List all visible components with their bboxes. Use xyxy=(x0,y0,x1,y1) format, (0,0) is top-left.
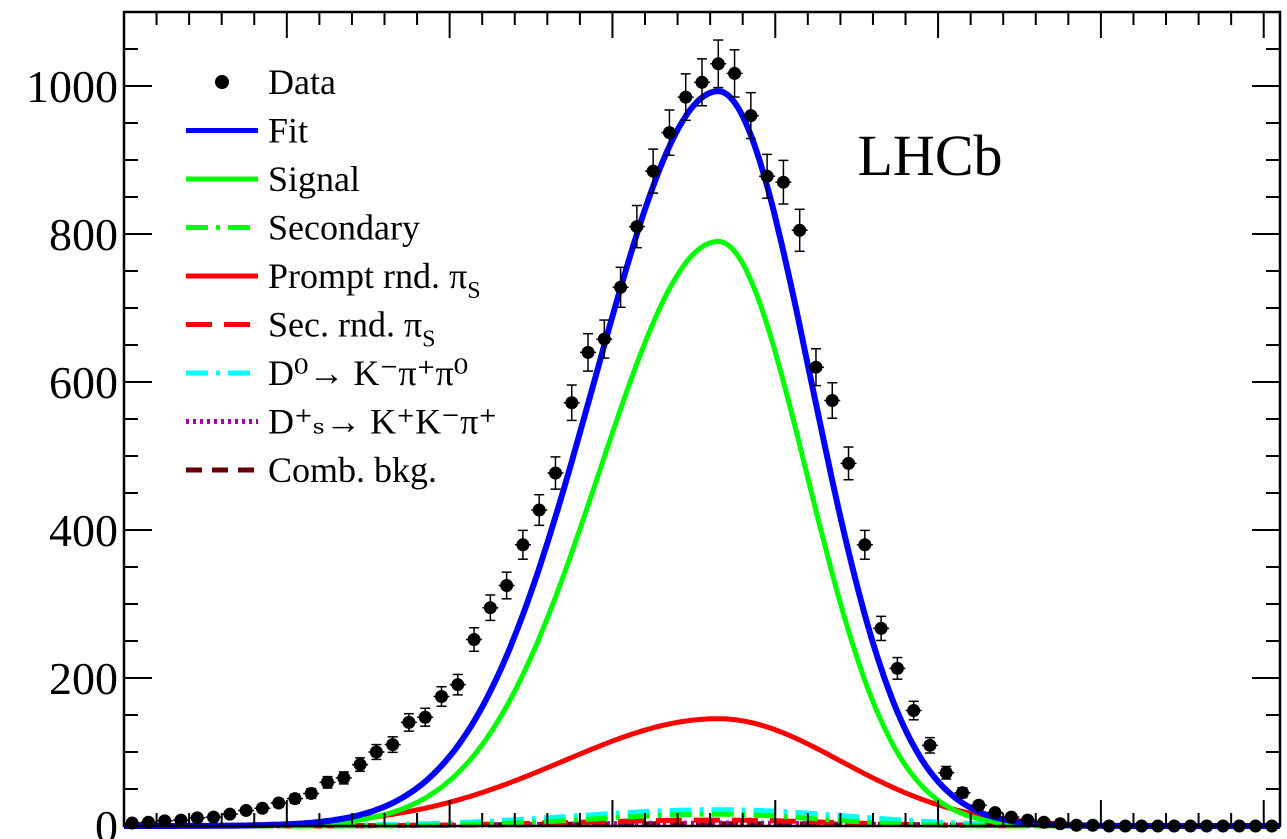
legend-label: Prompt rnd. πS xyxy=(268,256,481,304)
data-point xyxy=(807,348,824,387)
legend-label: Fit xyxy=(268,111,308,151)
data-point xyxy=(824,381,841,420)
data-point xyxy=(514,529,531,560)
legend-entry-fit: Fit xyxy=(186,111,308,151)
data-point xyxy=(1019,813,1036,827)
data-point xyxy=(759,153,776,199)
data-point xyxy=(726,49,743,98)
data-point xyxy=(612,266,629,309)
y-tick-label: 0 xyxy=(95,801,118,839)
data-point xyxy=(335,771,352,785)
y-tick-label: 400 xyxy=(49,505,118,556)
data-point xyxy=(368,743,385,761)
lhcb-annotation: LHCb xyxy=(858,123,1003,188)
legend-label: D⁰→ K⁻π⁺π⁰ xyxy=(268,353,468,393)
data-point xyxy=(531,493,548,527)
data-point xyxy=(970,798,987,812)
data-point xyxy=(172,813,189,827)
data-point xyxy=(1003,810,1020,824)
legend: Data Fit Signal Secondary Prompt rnd. πSSec.… xyxy=(186,62,497,490)
data-point xyxy=(466,627,483,653)
data-point xyxy=(156,814,173,828)
legend-label: Data xyxy=(268,62,336,102)
data-point xyxy=(775,159,792,205)
legend-label: Comb. bkg. xyxy=(268,450,437,490)
data-point xyxy=(840,446,857,481)
legend-label: Secondary xyxy=(268,208,420,248)
y-tick-label: 600 xyxy=(49,357,118,408)
data-point xyxy=(921,736,938,754)
data-point xyxy=(889,656,906,680)
y-tick-labels: 0 200 400 600 800 1000 xyxy=(26,61,118,839)
data-point xyxy=(400,712,417,732)
data-points-layer xyxy=(124,39,1280,833)
data-point xyxy=(563,384,580,422)
data-point xyxy=(954,786,971,800)
legend-label: Sec. rnd. πS xyxy=(268,305,436,353)
data-point xyxy=(905,700,922,721)
data-point xyxy=(645,148,662,194)
legend-label: Signal xyxy=(268,159,360,199)
legend-entry-prompt-rnd: Prompt rnd. πS xyxy=(186,256,481,304)
data-point xyxy=(433,685,450,708)
data-point xyxy=(482,594,499,622)
data-point xyxy=(580,332,597,372)
curve-secondary xyxy=(124,811,1280,829)
legend-entry-ds-kkpi: D⁺ₛ→ K⁺K⁻π⁺ xyxy=(186,402,497,442)
data-point xyxy=(319,775,336,789)
data-point xyxy=(938,765,955,780)
data-point xyxy=(661,109,678,157)
data-point xyxy=(205,810,222,824)
data-point xyxy=(710,39,727,89)
data-point xyxy=(238,803,255,817)
legend-entry-sec-rnd: Sec. rnd. πS xyxy=(186,305,436,353)
legend-entry-comb-bkg: Comb. bkg. xyxy=(186,450,437,490)
legend-entry-secondary: Secondary xyxy=(186,208,420,248)
data-point xyxy=(449,673,466,696)
data-point xyxy=(270,796,287,810)
data-point xyxy=(384,736,401,754)
data-point xyxy=(254,801,271,815)
axis-ticks xyxy=(123,11,1280,827)
data-point xyxy=(286,792,303,806)
data-point xyxy=(856,529,873,560)
data-point xyxy=(498,571,515,600)
data-point xyxy=(596,319,613,359)
curve-d0-kpipi0 xyxy=(124,807,1280,829)
data-point xyxy=(547,456,564,490)
data-point xyxy=(791,208,808,253)
legend-entry-signal: Signal xyxy=(186,159,360,199)
legend-label: D⁺ₛ→ K⁺K⁻π⁺ xyxy=(268,402,497,442)
y-tick-label: 200 xyxy=(49,653,118,704)
legend-entry-d0-kpipi0: D⁰→ K⁻π⁺π⁰ xyxy=(186,353,468,393)
data-point xyxy=(352,757,369,773)
data-point xyxy=(677,73,694,122)
data-point xyxy=(417,707,434,727)
y-tick-label: 1000 xyxy=(26,61,118,112)
data-point xyxy=(303,786,320,800)
data-point xyxy=(742,91,759,140)
data-point xyxy=(873,615,890,642)
y-tick-label: 800 xyxy=(49,209,118,260)
legend-entry-data: Data xyxy=(215,62,336,102)
data-point xyxy=(628,204,645,249)
data-point xyxy=(987,806,1004,820)
data-point xyxy=(221,807,238,821)
data-point xyxy=(189,811,206,825)
data-point xyxy=(694,58,710,107)
